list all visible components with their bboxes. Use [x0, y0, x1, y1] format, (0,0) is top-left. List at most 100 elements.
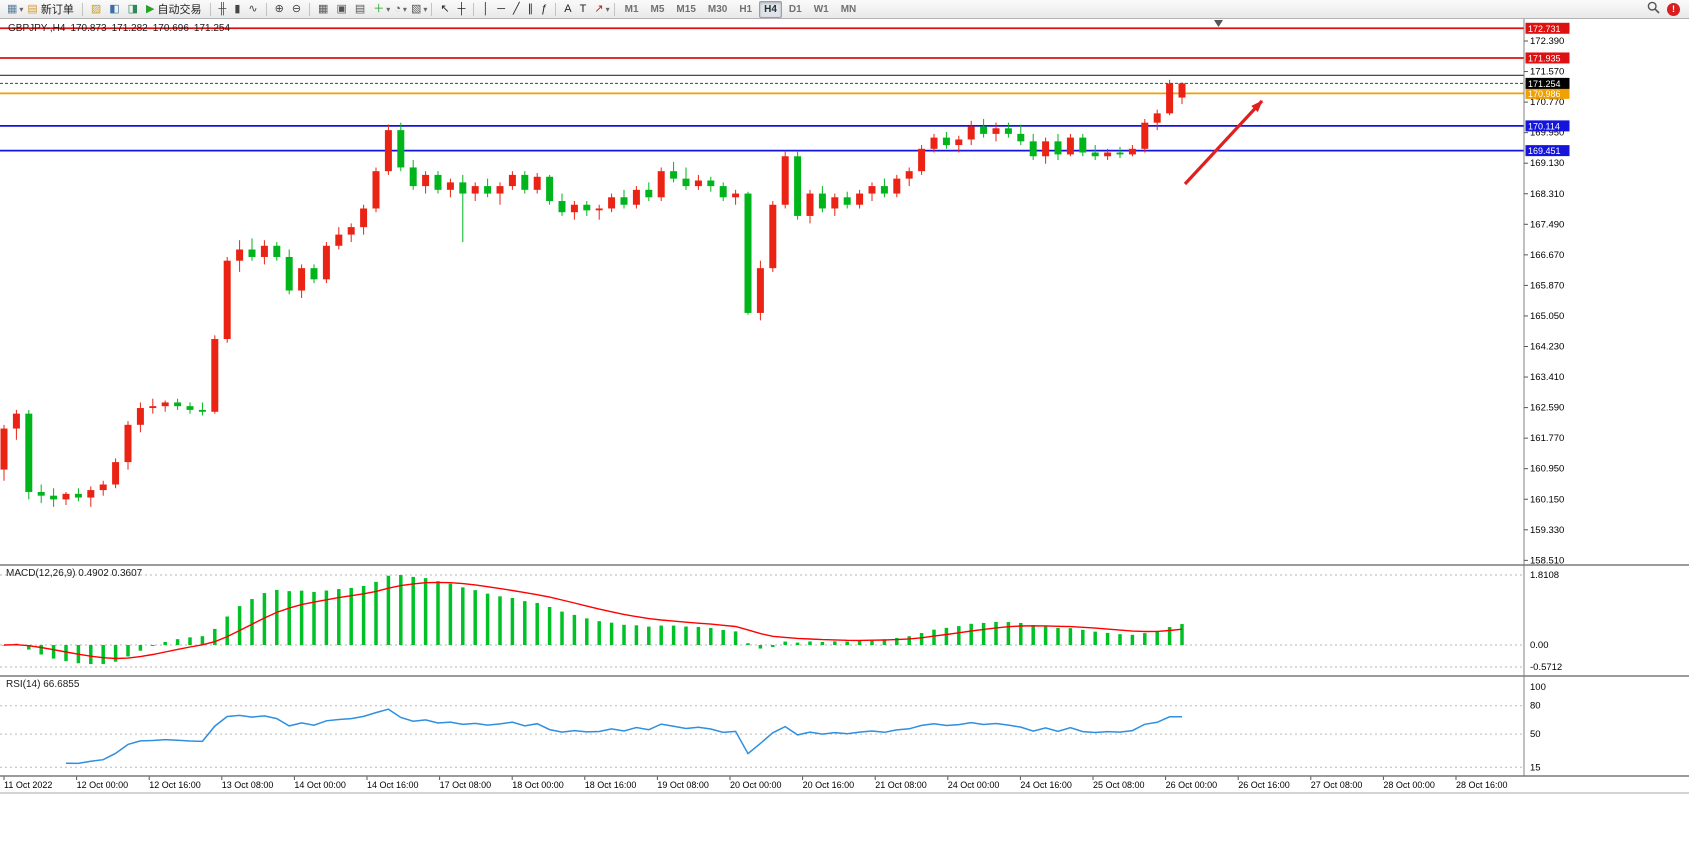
- profiles-icon[interactable]: ▨: [87, 0, 105, 18]
- time-axis[interactable]: 11 Oct 2022 12 Oct 00:00 12 Oct 16:00 13 Oc…: [3, 776, 1508, 790]
- auto-trading-icon: ▶: [146, 3, 155, 15]
- timeframe-d1-button[interactable]: D1: [788, 3, 802, 15]
- tile-windows-icon[interactable]: ▦: [314, 0, 332, 18]
- timeframe-h1-button[interactable]: H1: [739, 3, 753, 15]
- macd-signal-line: [3, 581, 1183, 660]
- zoom-out-icon: ⊖: [291, 3, 302, 15]
- time-axis-label: 12 Oct 00:00: [77, 780, 129, 790]
- toolbar: ▦ ▾ ▤ 新订单 ▨ ◧ ◨ ▶ 自动交易 ╫ ▮ ∿ ⊕ ⊖ ▦ ▣ ▤ ＋ ▾ ◔ ▾ ▧ ▾ ↖ ┼ │ ─ ╱ ∥ ƒ A T ↗ ▾ M…: [0, 0, 1689, 19]
- new-chart-icon[interactable]: ▦: [3, 0, 21, 18]
- price-axis-label: 166.670: [1530, 250, 1564, 261]
- zoom-out-icon[interactable]: ⊖: [288, 0, 305, 18]
- rsi-axis-label: 80: [1530, 701, 1541, 712]
- zoom-in-icon[interactable]: ⊕: [271, 0, 288, 18]
- annotations-layer[interactable]: [1183, 20, 1264, 186]
- channel-icon[interactable]: ∥: [524, 0, 538, 18]
- horizontal-line-icon[interactable]: ─: [493, 0, 509, 18]
- panel-separators[interactable]: [0, 564, 1689, 794]
- trendline-icon[interactable]: ╱: [509, 0, 524, 18]
- price-axis[interactable]: 172.390 171.570 170.770 169.950 169.130 168.3…: [1523, 18, 1570, 776]
- arrows-icon[interactable]: ↗: [590, 0, 607, 18]
- timeframe-m5-button[interactable]: M5: [650, 3, 665, 15]
- price-axis-label: 172.390: [1530, 36, 1564, 47]
- text-label-icon[interactable]: T: [576, 0, 591, 18]
- time-axis-label: 11 Oct 2022: [4, 780, 52, 790]
- grid-icon[interactable]: ▤: [351, 0, 369, 18]
- auto-trading-button[interactable]: ▶ 自动交易: [142, 0, 205, 18]
- cursor-icon[interactable]: ↖: [436, 0, 453, 18]
- macd-label-text: MACD(12,26,9) 0.4902 0.3607: [6, 568, 143, 579]
- line-chart-icon[interactable]: ∿: [244, 0, 261, 18]
- ohlc-high: 171.282: [111, 23, 148, 34]
- arrows-dropdown[interactable]: ▾: [605, 4, 610, 14]
- timeframe-m30-button[interactable]: M30: [707, 3, 728, 15]
- rsi-axis-label: 100: [1530, 682, 1546, 693]
- tile-windows-icon: ▦: [318, 3, 329, 15]
- indicators-dropdown[interactable]: ▾: [386, 4, 391, 14]
- templates-dropdown[interactable]: ▾: [423, 4, 428, 14]
- svg-text:172.731: 172.731: [1528, 24, 1561, 34]
- price-axis-label: 160.150: [1530, 494, 1564, 505]
- candles-layer: [0, 79, 1186, 507]
- time-axis-label: 28 Oct 16:00: [1456, 780, 1508, 790]
- new-order-button[interactable]: ▤ 新订单: [23, 0, 77, 18]
- timeframe-m15-button[interactable]: M15: [676, 3, 696, 15]
- chart-shift-marker[interactable]: [1214, 20, 1223, 27]
- profiles-icon: ▨: [90, 3, 102, 15]
- indicators-icon[interactable]: ＋: [369, 0, 388, 18]
- navigator-icon[interactable]: ◨: [124, 0, 142, 18]
- horizontal-lines-layer[interactable]: [0, 27, 1524, 152]
- candlestick-chart-icon[interactable]: ▮: [230, 0, 244, 18]
- timeframe-m1-button[interactable]: M1: [624, 3, 639, 15]
- market-watch-icon[interactable]: ◧: [105, 0, 123, 18]
- bar-chart-icon[interactable]: ╫: [215, 0, 231, 18]
- macd-indicator-label: MACD(12,26,9) 0.4902 0.3607: [6, 568, 142, 579]
- time-axis-label: 14 Oct 00:00: [294, 780, 346, 790]
- search-icon[interactable]: [1647, 1, 1660, 17]
- auto-arrange-icon[interactable]: ▣: [332, 0, 350, 18]
- period-icon[interactable]: ◔: [390, 0, 405, 18]
- rsi-panel[interactable]: 100 80 50 15: [0, 682, 1546, 773]
- price-axis-label: 162.590: [1530, 403, 1564, 414]
- rsi-line: [65, 708, 1182, 765]
- time-axis-label: 24 Oct 16:00: [1020, 780, 1072, 790]
- toolbar-separator: [81, 2, 83, 16]
- new-order-icon: ▤: [27, 3, 38, 15]
- templates-icon[interactable]: ▧: [407, 0, 425, 18]
- period-icon: ◔: [394, 3, 401, 15]
- time-axis-label: 18 Oct 00:00: [512, 780, 564, 790]
- notification-icon[interactable]: !: [1667, 2, 1680, 16]
- macd-panel[interactable]: 1.8108 0.00 -0.5712: [0, 570, 1562, 673]
- new-chart-dropdown[interactable]: ▾: [19, 4, 24, 14]
- market-watch-icon: ◧: [109, 3, 120, 15]
- trend-arrow[interactable]: [1183, 99, 1264, 186]
- svg-text:170.114: 170.114: [1528, 121, 1560, 131]
- period-dropdown[interactable]: ▾: [402, 4, 407, 14]
- vertical-line-icon[interactable]: │: [478, 0, 493, 18]
- timeframe-mn-button[interactable]: MN: [840, 3, 857, 15]
- navigator-icon: ◨: [127, 3, 139, 15]
- grid-icon: ▤: [354, 3, 366, 15]
- fibonacci-icon[interactable]: ƒ: [537, 0, 551, 18]
- chart-symbol-header: GBPJPY-,H4 170.873 171.282 170.696 171.2…: [8, 23, 230, 34]
- chart-window[interactable]: 1.8108 0.00 -0.5712 100 80 50 15 172.390 171.5…: [0, 18, 1689, 857]
- time-axis-label: 12 Oct 16:00: [149, 780, 201, 790]
- time-axis-label: 24 Oct 00:00: [948, 780, 1000, 790]
- price-axis-label: 161.770: [1530, 433, 1564, 444]
- time-axis-label: 20 Oct 00:00: [730, 780, 782, 790]
- crosshair-icon[interactable]: ┼: [454, 0, 470, 18]
- text-icon[interactable]: A: [560, 0, 575, 18]
- arrows-icon: ↗: [594, 3, 604, 15]
- macd-axis-label: -0.5712: [1530, 662, 1562, 673]
- ohlc-open: 170.873: [70, 23, 107, 34]
- toolbar-separator: [473, 2, 475, 16]
- time-axis-label: 21 Oct 08:00: [875, 780, 927, 790]
- price-axis-label: 165.870: [1530, 280, 1564, 291]
- time-axis-label: 17 Oct 08:00: [440, 780, 492, 790]
- symbol-period-label: GBPJPY-,H4: [8, 23, 66, 34]
- timeframe-w1-button[interactable]: W1: [813, 3, 829, 15]
- price-tag: [1525, 52, 1570, 64]
- svg-text:169.451: 169.451: [1528, 146, 1561, 156]
- timeframe-h4-button[interactable]: H4: [759, 0, 782, 18]
